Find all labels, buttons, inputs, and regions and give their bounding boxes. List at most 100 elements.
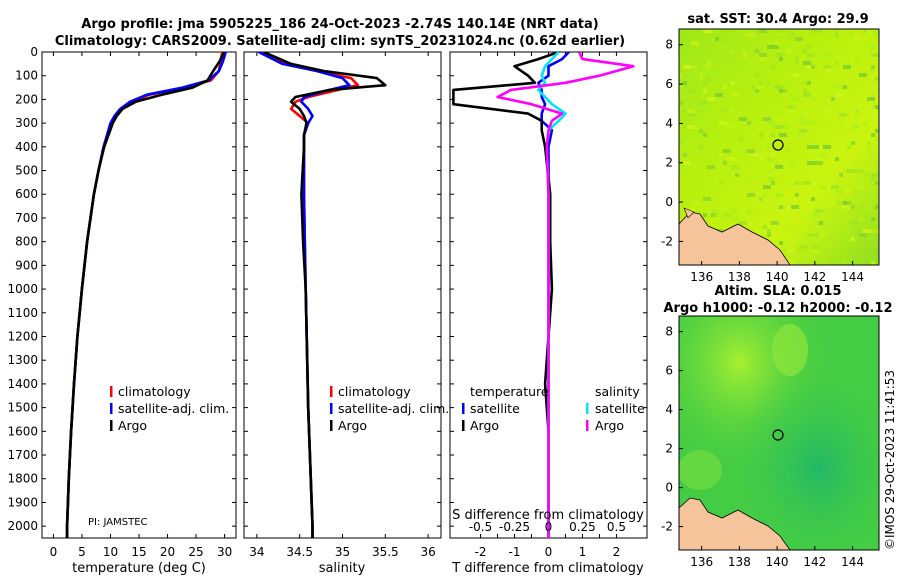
temperature-xtick-label: 0 [50, 545, 58, 559]
difference-ticks: -2 -1 0 1 2 [450, 51, 647, 559]
sst-pixel [715, 69, 719, 73]
sst-pixel [807, 29, 811, 33]
sst-pixel [843, 85, 847, 89]
legend-argo-swatch [330, 420, 333, 431]
sst-map-title: sat. SST: 30.4 Argo: 29.9 [687, 12, 868, 27]
sst-pixel [831, 201, 835, 205]
depth-tick-label: 0 [30, 45, 38, 59]
sst-pixel [755, 89, 759, 93]
sst-pixel [679, 141, 683, 145]
sst-pixel [855, 169, 863, 173]
sst-pixel [807, 233, 811, 237]
sst-pixel [847, 169, 855, 173]
sst-pixel [731, 69, 735, 73]
sst-pixel [871, 45, 875, 49]
map-lat-label: 4 [665, 116, 673, 130]
sst-pixel [803, 61, 811, 65]
sst-pixel [755, 73, 759, 77]
sst-pixel [763, 225, 767, 229]
sst-pixel [871, 29, 879, 33]
sst-pixel [683, 161, 691, 165]
sst-pixel [699, 129, 703, 133]
sst-pixel [819, 221, 823, 225]
sst-pixel [771, 45, 779, 49]
sst-pixel [759, 133, 763, 137]
sst-pixel [811, 213, 815, 217]
salinity-line-argo [263, 52, 387, 538]
sst-pixel [859, 217, 863, 221]
sst-pixel [859, 193, 863, 197]
sst-pixel [807, 145, 811, 149]
sst-pixel [783, 225, 791, 229]
sst-pixel [751, 85, 755, 89]
sst-pixel [803, 49, 807, 53]
sst-pixel [783, 93, 787, 97]
sst-pixel [871, 261, 875, 265]
sst-pixel [839, 57, 843, 61]
sst-pixel [855, 161, 859, 165]
sst-pixel [683, 153, 687, 157]
sst-pixel [871, 169, 875, 173]
sst-pixel [783, 81, 791, 85]
sst-pixel [787, 249, 795, 253]
difference-panel: -2 -1 0 1 2 T difference from climatology S … [449, 51, 648, 576]
sst-pixel [811, 29, 815, 33]
sst-pixel [811, 97, 815, 101]
sst-pixel [843, 205, 851, 209]
sst-pixel [723, 85, 727, 89]
sst-pixel [871, 65, 875, 69]
sst-pixel [875, 105, 879, 109]
sst-pixel [699, 101, 707, 105]
sst-pixel [847, 145, 851, 149]
sst-pixel [683, 141, 687, 145]
sst-pixel [759, 57, 767, 61]
sst-pixel [743, 53, 747, 57]
sst-pixel [855, 249, 863, 253]
sst-pixel [791, 73, 799, 77]
sst-pixel [819, 185, 827, 189]
depth-tick-label: 1000 [7, 282, 38, 296]
land-papua [679, 211, 791, 265]
sst-pixel [731, 37, 735, 41]
sst-pixel [783, 89, 787, 93]
s-difference-ticks: -0.5 -0.25 0 0.25 0.5 [469, 520, 626, 534]
sst-pixel [759, 29, 767, 33]
sst-pixel [799, 61, 803, 65]
sst-pixel [823, 245, 831, 249]
difference-xtick-label: 0 [545, 545, 553, 559]
sst-pixel [679, 101, 683, 105]
sst-pixel [707, 169, 711, 173]
temperature-axes-frame [41, 51, 237, 539]
sst-pixel [743, 73, 747, 77]
legend-satellite-label: satellite-adj. clim. [338, 401, 449, 416]
sst-pixel [759, 153, 767, 157]
difference-xtick-label: -2 [475, 545, 487, 559]
sst-pixel [823, 65, 831, 69]
sst-pixel [851, 141, 855, 145]
difference-line-s-argo [496, 52, 635, 538]
sst-pixel [875, 205, 879, 209]
sst-pixel [815, 213, 819, 217]
sst-pixel [795, 193, 799, 197]
sst-pixel [835, 201, 843, 205]
land-papua [679, 497, 791, 550]
land-island [683, 207, 695, 219]
depth-tick-label: 200 [15, 92, 38, 106]
sst-pixel [747, 149, 755, 153]
sst-pixel [703, 89, 707, 93]
map-lon-label: 140 [766, 270, 789, 284]
depth-tick-label: 300 [15, 116, 38, 130]
sst-pixel [771, 85, 775, 89]
sst-pixel [731, 109, 735, 113]
sst-pixel [703, 81, 707, 85]
map-lat-label: 0 [665, 195, 673, 209]
sst-pixel [791, 97, 799, 101]
sst-pixel [767, 177, 775, 181]
depth-tick-label: 1900 [7, 495, 38, 509]
sst-pixel [863, 229, 871, 233]
sst-pixel [703, 69, 711, 73]
sst-pixel [731, 217, 739, 221]
depth-tick-label: 1600 [7, 424, 38, 438]
temperature-xtick-label: 10 [103, 545, 118, 559]
sst-pixel [699, 77, 703, 81]
